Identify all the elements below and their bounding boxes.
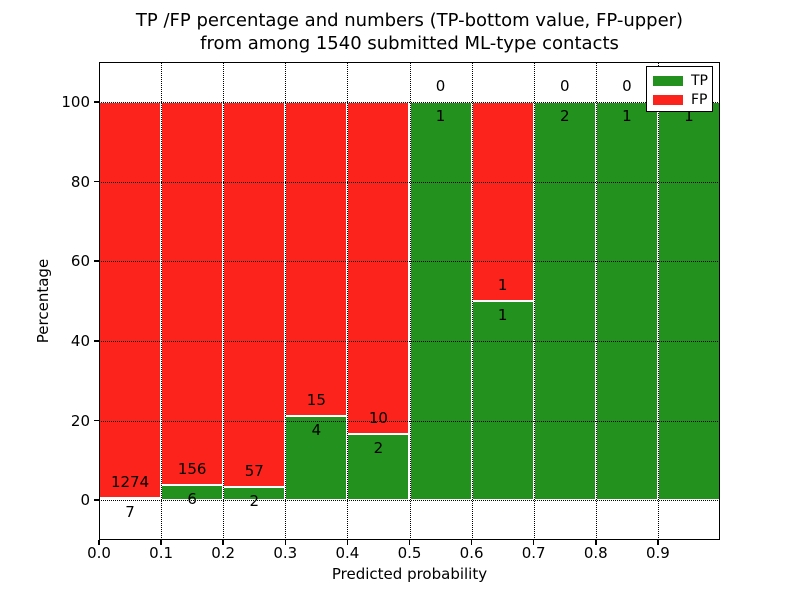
fp-bar-segment (161, 101, 224, 486)
x-tick-label: 0.0 (87, 544, 111, 562)
y-axis-label: Percentage (34, 258, 52, 344)
plot-area: 1274 7 156 6 57 2 15 4 10 2 0 1 1 1 0 2 0 1 1 (99, 62, 720, 540)
y-tick-mark (94, 419, 99, 422)
x-axis-label: Predicted probability (331, 565, 488, 583)
vertical-gridline (409, 62, 411, 540)
fp-bar-segment (99, 101, 162, 498)
y-tick-mark (94, 180, 99, 183)
tp-count-label: 4 (311, 421, 322, 440)
legend-label-fp: FP (691, 91, 708, 108)
fp-color-swatch (653, 94, 683, 105)
fp-bar-segment (347, 101, 410, 434)
x-tick-label: 0.2 (211, 544, 236, 562)
tp-bar-segment (533, 101, 596, 501)
y-tick-mark (94, 340, 99, 342)
fp-count-label: 15 (306, 391, 326, 410)
tp-bar-segment (409, 101, 472, 501)
vertical-gridline (223, 62, 225, 540)
vertical-gridline (285, 62, 287, 540)
fp-bar-segment (471, 101, 534, 301)
fp-count-label: 1 (497, 276, 508, 294)
tp-count-label: 2 (373, 438, 384, 457)
x-tick-mark (284, 540, 287, 545)
tp-count-label: 1 (497, 306, 508, 324)
y-tick-mark (94, 260, 99, 262)
vertical-gridline (657, 62, 659, 540)
y-tick-label: 20 (70, 411, 90, 430)
tp-count-label: 2 (559, 106, 570, 125)
vertical-gridline (533, 62, 535, 540)
tp-bar-segment (595, 101, 658, 501)
x-tick-label: 0.5 (397, 544, 422, 562)
x-tick-label: 0.6 (459, 544, 484, 562)
y-tick-mark (94, 101, 99, 103)
legend-label-tp: TP (691, 72, 708, 89)
y-tick-label: 40 (70, 331, 90, 350)
vertical-gridline (595, 62, 597, 540)
fp-count-label: 0 (559, 76, 570, 95)
x-tick-mark (222, 540, 224, 545)
tp-count-label: 2 (249, 491, 260, 510)
fp-count-label: 0 (622, 76, 632, 95)
y-tick-label: 0 (80, 491, 90, 510)
fp-count-label: 10 (368, 408, 388, 427)
vertical-gridline (161, 62, 163, 540)
x-tick-mark (98, 540, 100, 545)
vertical-gridline (471, 62, 473, 540)
legend-entry-tp: TP (653, 71, 708, 90)
tp-color-swatch (653, 75, 683, 86)
y-tick-mark (94, 499, 99, 501)
fp-bar-segment (285, 101, 348, 417)
fp-count-label: 1274 (110, 472, 150, 491)
x-tick-label: 0.8 (583, 544, 608, 562)
x-tick-mark (595, 540, 597, 545)
x-tick-mark (657, 540, 659, 545)
tp-bar-segment (657, 101, 720, 501)
tp-count-label: 7 (125, 502, 135, 521)
fp-count-label: 156 (177, 460, 207, 479)
x-tick-label: 0.3 (273, 544, 298, 562)
x-tick-mark (532, 540, 535, 545)
y-tick-label: 60 (70, 252, 90, 271)
y-tick-label: 100 (61, 92, 90, 111)
tp-count-label: 1 (622, 106, 632, 125)
legend-entry-fp: FP (653, 90, 708, 109)
fp-count-label: 0 (435, 76, 446, 95)
tp-bar-segment (285, 416, 348, 501)
chart-title: TP /FP percentage and numbers (TP-bottom… (135, 10, 684, 54)
y-tick-label: 80 (70, 172, 90, 191)
x-tick-label: 0.7 (521, 544, 546, 562)
tp-count-label: 6 (187, 490, 197, 509)
fp-count-label: 57 (244, 461, 264, 480)
fp-bar-segment (223, 101, 286, 487)
tp-bar-segment (471, 301, 534, 501)
x-tick-mark (470, 540, 473, 545)
tp-count-label: 1 (684, 106, 694, 125)
tp-count-label: 1 (435, 106, 446, 125)
x-tick-mark (346, 540, 349, 545)
x-tick-label: 0.1 (149, 544, 174, 562)
x-tick-mark (408, 540, 411, 545)
legend: TP FP (646, 66, 713, 112)
x-tick-label: 0.9 (645, 544, 670, 562)
x-tick-label: 0.4 (335, 544, 360, 562)
vertical-gridline (347, 62, 349, 540)
x-tick-mark (160, 540, 162, 545)
